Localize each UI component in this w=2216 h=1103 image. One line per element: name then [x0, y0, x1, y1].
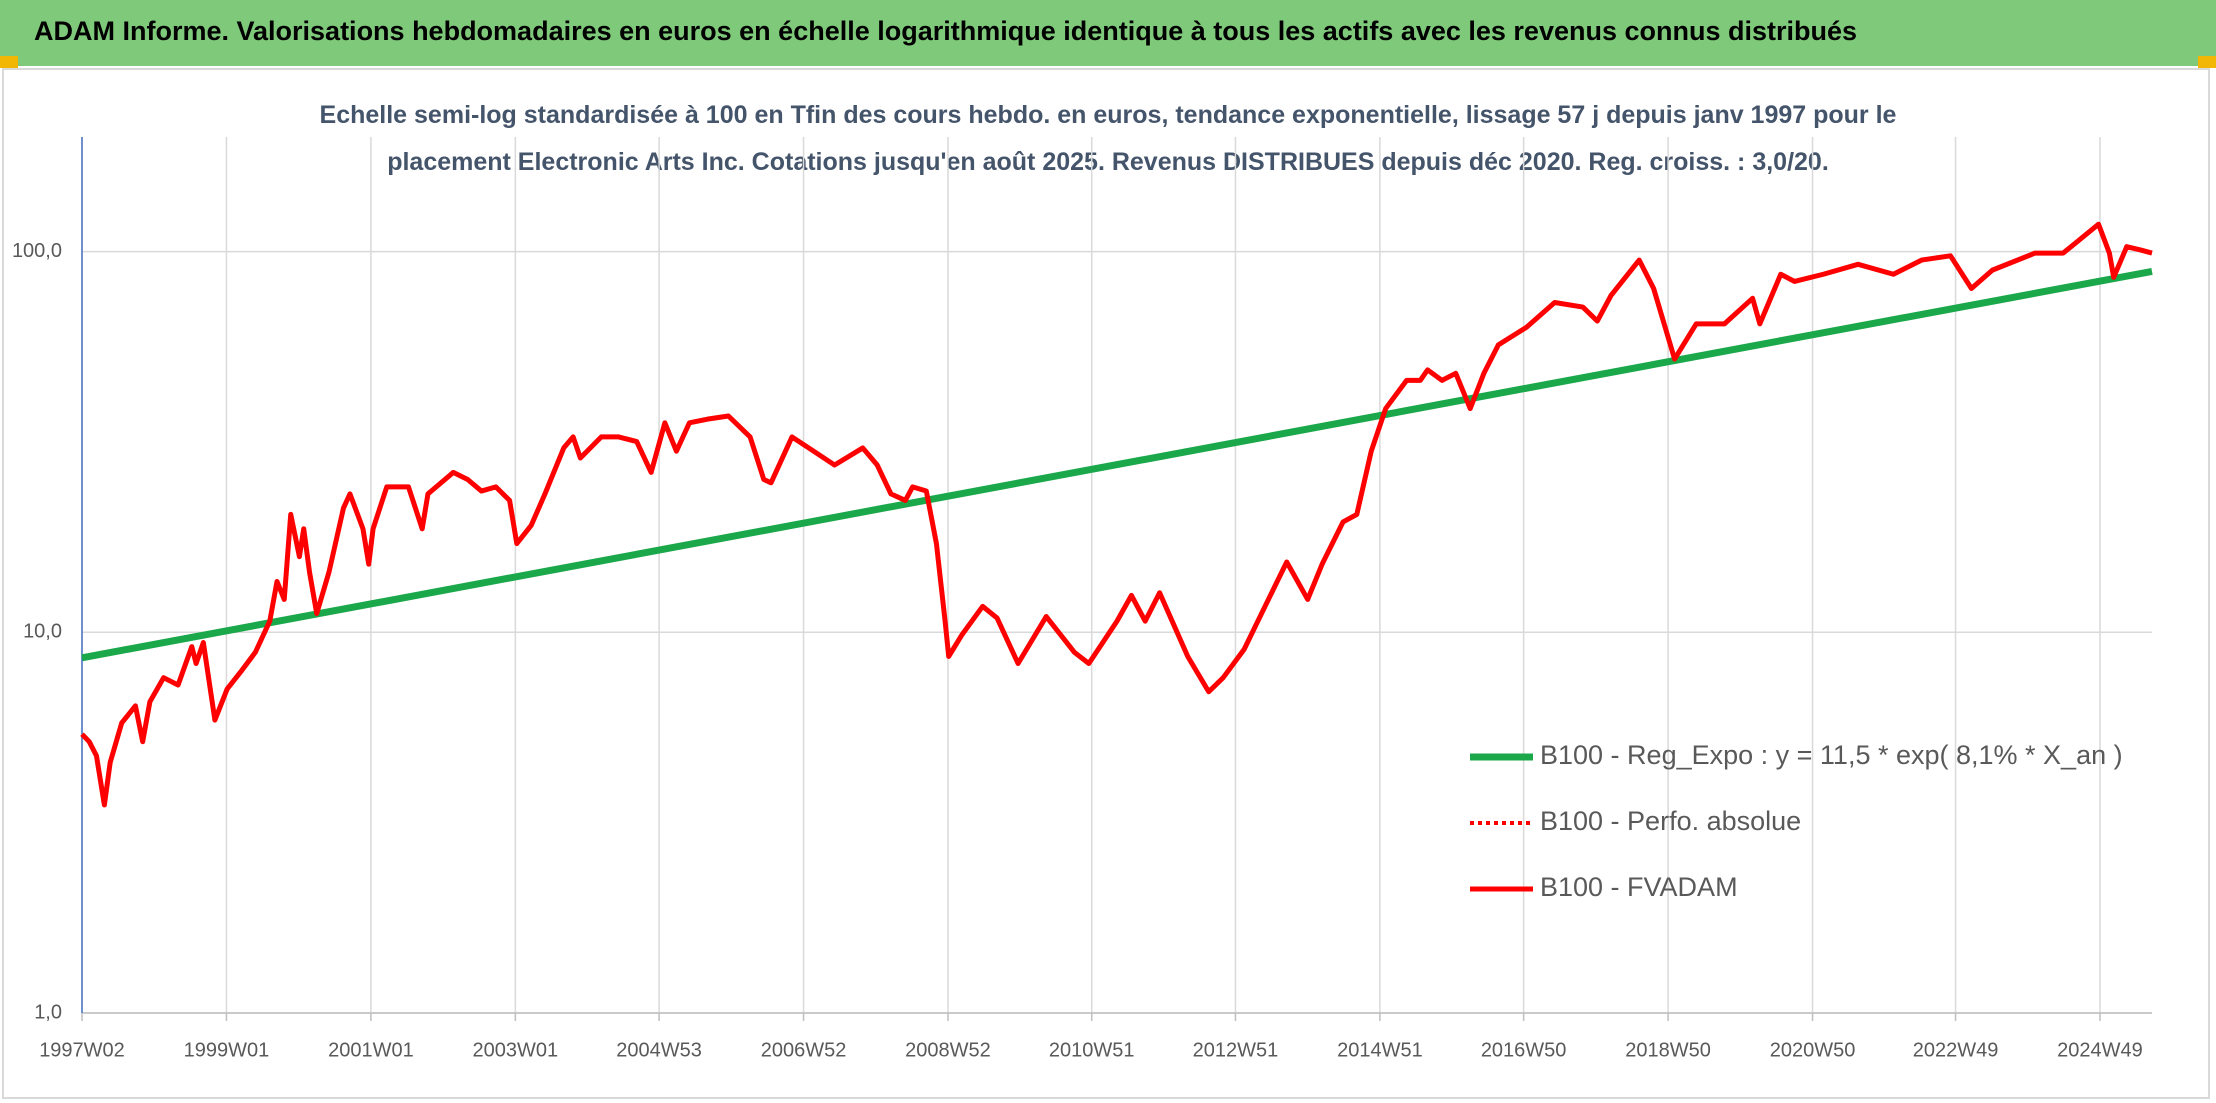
- x-tick-label: 2014W51: [1337, 1039, 1423, 1061]
- header-bar: ADAM Informe. Valorisations hebdomadaire…: [0, 0, 2216, 66]
- y-tick-label: 10,0: [23, 621, 62, 643]
- x-tick-label: 2018W50: [1625, 1039, 1711, 1061]
- x-tick-label: 2020W50: [1770, 1039, 1856, 1061]
- x-tick-label: 2006W52: [761, 1039, 847, 1061]
- legend-label: B100 - Perfo. absolue: [1540, 806, 1801, 836]
- y-tick-label: 100,0: [12, 240, 62, 262]
- legend-label: B100 - FVADAM: [1540, 872, 1738, 902]
- series-line: [80, 221, 2153, 808]
- x-tick-label: 1999W01: [184, 1039, 270, 1061]
- x-tick-label: 2016W50: [1481, 1039, 1567, 1061]
- x-tick-label: 2004W53: [616, 1039, 702, 1061]
- legend-label: B100 - Reg_Expo : y = 11,5 * exp( 8,1% *…: [1540, 740, 2123, 770]
- x-tick-label: 2001W01: [328, 1039, 414, 1061]
- corner-mark: [2198, 56, 2216, 68]
- x-tick-label: 2010W51: [1049, 1039, 1135, 1061]
- x-tick-label: 2008W52: [905, 1039, 991, 1061]
- chart-subtitle: Echelle semi-log standardisée à 100 en T…: [319, 101, 1897, 176]
- x-tick-label: 2022W49: [1913, 1039, 1999, 1061]
- corner-mark: [0, 56, 18, 68]
- series-line: [81, 267, 2153, 662]
- x-tick-label: 2003W01: [473, 1039, 559, 1061]
- x-tick-label: 2024W49: [2057, 1039, 2143, 1061]
- x-tick-label: 2012W51: [1193, 1039, 1279, 1061]
- chart-title: ADAM Informe. Valorisations hebdomadaire…: [34, 16, 1858, 46]
- y-tick-label: 1,0: [34, 1001, 62, 1023]
- x-tick-label: 1997W02: [39, 1039, 125, 1061]
- chart-frame: [2, 68, 2210, 1099]
